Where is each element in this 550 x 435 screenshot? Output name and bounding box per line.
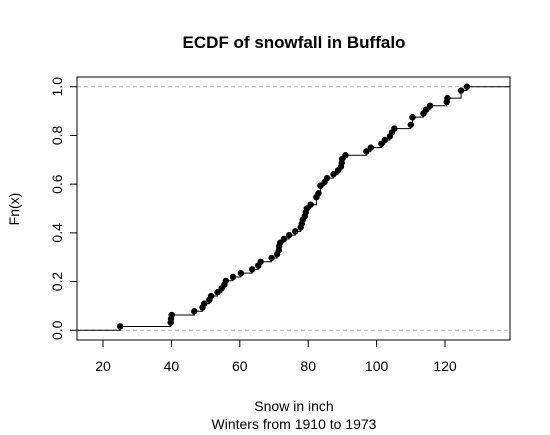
x-tick-label: 20 — [95, 358, 111, 374]
data-points — [116, 83, 471, 330]
data-point — [201, 300, 208, 307]
data-point — [229, 273, 237, 281]
x-axis-label: Snow in inch — [254, 398, 333, 414]
chart-subtitle: Winters from 1910 to 1973 — [212, 416, 377, 432]
data-point — [381, 136, 389, 144]
data-point — [407, 121, 415, 128]
y-tick-label: 1.0 — [49, 77, 65, 97]
data-point — [222, 277, 229, 284]
x-tick-label: 40 — [164, 358, 180, 374]
data-point — [330, 171, 337, 178]
x-tick-label: 120 — [433, 358, 457, 374]
data-point — [237, 269, 245, 277]
data-point — [409, 113, 416, 121]
x-tick-label: 100 — [365, 358, 389, 374]
y-tick-label: 0.0 — [49, 320, 65, 340]
reference-lines — [77, 86, 510, 331]
data-point — [457, 87, 465, 94]
data-point — [317, 182, 324, 189]
y-tick-label: 0.4 — [49, 223, 65, 243]
data-point — [444, 94, 451, 102]
y-axis-label: Fn(x) — [6, 193, 22, 226]
data-point — [207, 292, 215, 300]
data-point — [116, 323, 124, 330]
data-point — [363, 148, 370, 155]
y-tick-label: 0.8 — [49, 126, 65, 146]
data-point — [285, 231, 293, 239]
data-point — [426, 102, 434, 109]
data-point — [280, 235, 288, 243]
data-point — [307, 201, 314, 208]
data-point — [315, 190, 322, 197]
x-axis: 20 40 60 80 100 120 — [95, 339, 457, 374]
data-point — [367, 144, 374, 151]
data-point — [463, 83, 471, 90]
chart-title: ECDF of snowfall in Buffalo — [183, 33, 406, 52]
y-axis: 0.0 0.2 0.4 0.6 0.8 1.0 — [49, 77, 78, 340]
data-point — [191, 308, 198, 315]
x-tick-label: 80 — [300, 358, 316, 374]
data-point — [342, 152, 349, 159]
data-point — [323, 174, 331, 182]
data-point — [168, 311, 175, 319]
data-point — [292, 228, 299, 235]
data-point — [257, 258, 264, 265]
y-tick-label: 0.6 — [49, 174, 65, 194]
y-tick-label: 0.2 — [49, 272, 65, 292]
x-tick-label: 60 — [232, 358, 248, 374]
data-point — [248, 266, 256, 273]
data-point — [268, 254, 275, 262]
data-point — [391, 125, 398, 132]
data-point — [214, 289, 221, 296]
